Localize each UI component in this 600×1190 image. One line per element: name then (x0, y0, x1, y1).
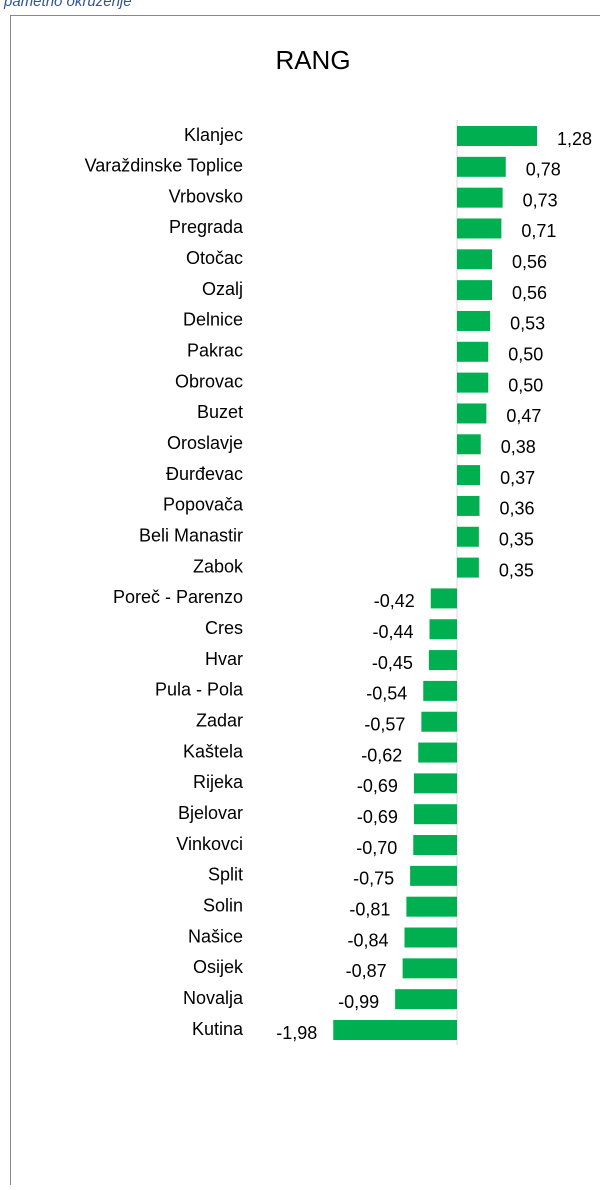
category-label: Buzet (197, 402, 243, 422)
category-label: Split (208, 865, 243, 885)
category-label: Otočac (186, 248, 243, 268)
bar (403, 958, 457, 978)
bar (414, 804, 457, 824)
value-label: -0,99 (338, 992, 379, 1012)
category-label: Beli Manastir (139, 526, 243, 546)
bar (414, 773, 457, 793)
value-label: 0,37 (500, 468, 535, 488)
value-label: 0,50 (508, 345, 543, 365)
bar (457, 157, 506, 177)
value-label: 0,35 (499, 560, 534, 580)
bar (431, 588, 457, 608)
value-label: -0,62 (361, 745, 402, 765)
value-label: 0,38 (501, 437, 536, 457)
bar (410, 866, 457, 886)
category-label: Pakrac (187, 341, 243, 361)
bar (457, 218, 501, 238)
caption: pametno okruženje (3, 0, 132, 10)
value-label: 0,50 (508, 375, 543, 395)
value-label: 0,56 (512, 283, 547, 303)
value-label: 0,78 (526, 160, 561, 180)
category-label: Poreč - Parenzo (113, 587, 243, 607)
bar (457, 527, 479, 547)
category-label: Popovača (163, 495, 244, 515)
value-label: -0,44 (372, 622, 413, 642)
value-label: -0,57 (364, 714, 405, 734)
value-label: 0,47 (506, 406, 541, 426)
category-label: Rijeka (193, 772, 244, 792)
value-label: -1,98 (276, 1023, 317, 1043)
value-label: 0,35 (499, 530, 534, 550)
category-label: Pula - Pola (155, 680, 244, 700)
value-label: 0,73 (523, 190, 558, 210)
value-label: 0,56 (512, 252, 547, 272)
bar (333, 1020, 457, 1040)
value-label: 0,36 (500, 499, 535, 519)
value-label: -0,54 (366, 684, 407, 704)
value-label: -0,75 (353, 869, 394, 889)
value-label: -0,84 (347, 930, 388, 950)
bar (413, 835, 457, 855)
bar (423, 681, 457, 701)
bar (395, 989, 457, 1009)
category-label: Oroslavje (167, 433, 243, 453)
category-label: Cres (205, 618, 243, 638)
category-label: Pregrada (169, 217, 244, 237)
bar (457, 403, 486, 423)
chart-title: RANG (275, 45, 350, 75)
value-label: -0,42 (374, 591, 415, 611)
category-label: Kutina (192, 1019, 244, 1039)
category-label: Bjelovar (178, 803, 243, 823)
bar (457, 434, 481, 454)
category-label: Obrovac (175, 371, 243, 391)
bar (457, 373, 488, 393)
bar (421, 712, 457, 732)
bar (406, 897, 457, 917)
bar (418, 743, 457, 763)
category-label: Varaždinske Toplice (85, 156, 243, 176)
bar (457, 558, 479, 578)
category-label: Osijek (193, 957, 244, 977)
category-label: Zabok (193, 556, 244, 576)
bar (457, 280, 492, 300)
value-label: -0,81 (349, 899, 390, 919)
bar (429, 650, 457, 670)
value-label: 1,28 (557, 129, 592, 149)
bar (405, 928, 458, 948)
value-label: -0,70 (356, 838, 397, 858)
value-label: 0,71 (521, 221, 556, 241)
category-label: Vinkovci (176, 834, 243, 854)
category-label: Novalja (183, 988, 244, 1008)
chart-border (11, 16, 600, 1186)
value-label: -0,69 (357, 776, 398, 796)
bar (457, 465, 480, 485)
bar (430, 619, 458, 639)
category-label: Klanjec (184, 125, 243, 145)
category-label: Kaštela (183, 741, 244, 761)
value-label: -0,87 (346, 961, 387, 981)
bar (457, 126, 537, 146)
category-label: Đurđevac (166, 464, 243, 484)
category-label: Ozalj (202, 279, 243, 299)
category-label: Našice (188, 926, 243, 946)
bar (457, 188, 503, 208)
category-label: Delnice (183, 310, 243, 330)
bar (457, 311, 490, 331)
value-label: -0,69 (357, 807, 398, 827)
value-label: 0,53 (510, 314, 545, 334)
category-label: Solin (203, 895, 243, 915)
bar (457, 496, 480, 516)
category-label: Zadar (196, 710, 243, 730)
value-label: -0,45 (372, 653, 413, 673)
category-label: Hvar (205, 649, 243, 669)
bar (457, 342, 488, 362)
category-label: Vrbovsko (169, 186, 243, 206)
bar (457, 249, 492, 269)
